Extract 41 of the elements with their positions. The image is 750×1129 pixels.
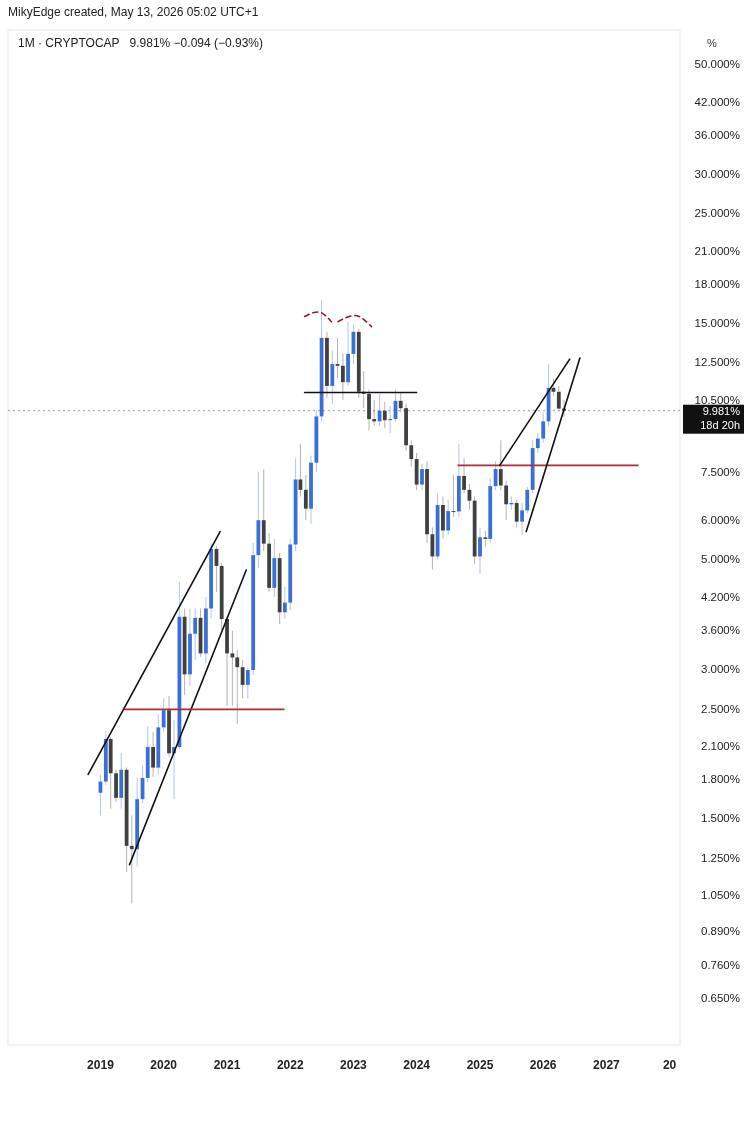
y-tick-label: 2.100% <box>700 740 740 753</box>
x-tick-label: 2022 <box>276 1058 304 1072</box>
y-tick-label: 15.000% <box>694 317 740 330</box>
text: 9.981% −0.094 (−0.93%) <box>129 36 264 50</box>
y-tick-label: 21.000% <box>694 244 740 257</box>
x-tick-label: 20 <box>662 1058 677 1072</box>
y-axis-title: % <box>707 37 718 49</box>
x-tick-label: 2024 <box>403 1058 431 1072</box>
y-tick-label: 25.000% <box>694 207 740 220</box>
y-tick-label: 50.000% <box>694 58 740 71</box>
y-tick-label: 12.500% <box>694 356 740 369</box>
y-tick-label: 42.000% <box>694 95 740 108</box>
x-tick-label: 2019 <box>87 1058 115 1072</box>
y-tick-label: 0.890% <box>700 924 740 937</box>
y-tick-label: 0.650% <box>700 992 740 1005</box>
y-tick-label: 5.000% <box>700 553 740 566</box>
text: 1M · CRYPTOCAP <box>18 36 120 50</box>
y-tick-label: 36.000% <box>694 128 740 141</box>
y-tick-label: 10.500% <box>694 393 740 406</box>
y-tick-label: 7.500% <box>700 466 740 479</box>
y-tick-label: 1.500% <box>700 812 740 825</box>
y-tick-label: 1.250% <box>700 851 740 864</box>
y-tick-label: 1.800% <box>700 773 740 786</box>
x-tick-label: 2027 <box>593 1058 621 1072</box>
y-tick-label: 18.000% <box>694 277 740 290</box>
x-tick-label: 2020 <box>150 1058 178 1072</box>
y-tick-label: 2.500% <box>700 702 740 715</box>
x-tick-label: 2026 <box>529 1058 557 1072</box>
text: 18d 20h <box>700 418 740 431</box>
y-tick-label: 30.000% <box>694 168 740 181</box>
y-tick-label: 3.000% <box>700 663 740 676</box>
y-tick-label: 0.760% <box>700 958 740 971</box>
y-tick-label: 4.200% <box>700 590 740 603</box>
y-tick-label: 3.600% <box>700 624 740 637</box>
text: MikyEdge created, May 13, 2026 05:02 UTC+1 <box>8 5 259 19</box>
x-tick-label: 2023 <box>340 1058 368 1072</box>
y-tick-label: 1.050% <box>700 889 740 902</box>
x-tick-label: 2021 <box>213 1058 241 1072</box>
ref-line-label: 9.981% <box>702 404 741 417</box>
x-tick-label: 2025 <box>466 1058 494 1072</box>
y-tick-label: 6.000% <box>700 514 740 527</box>
